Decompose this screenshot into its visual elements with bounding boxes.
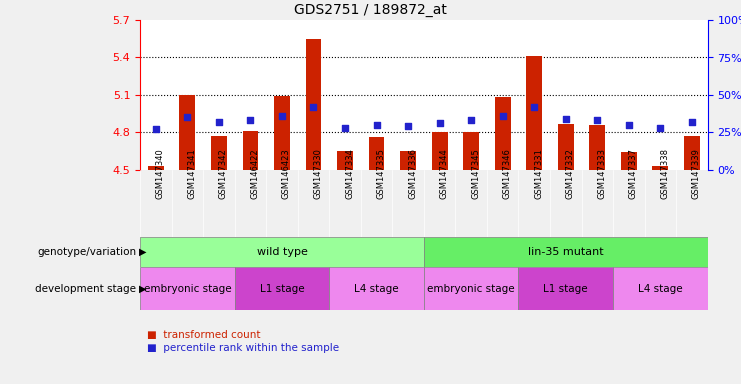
Point [465, 118, 477, 124]
Text: GSM147345: GSM147345 [471, 148, 480, 199]
Text: GSM146422: GSM146422 [250, 148, 259, 199]
Text: GSM147334: GSM147334 [345, 148, 354, 199]
Bar [653, 166, 668, 170]
Text: GSM147338: GSM147338 [660, 148, 669, 199]
Point [686, 119, 698, 125]
Text: L4 stage: L4 stage [354, 283, 399, 293]
Point [591, 118, 603, 124]
Point [245, 118, 256, 124]
Text: ■  transformed count: ■ transformed count [147, 330, 261, 340]
Point [150, 126, 162, 132]
Bar [558, 124, 574, 170]
Text: ▶: ▶ [139, 247, 146, 257]
Bar [369, 137, 385, 170]
Text: GSM147332: GSM147332 [566, 148, 575, 199]
Text: L1 stage: L1 stage [543, 283, 588, 293]
Point [213, 119, 225, 125]
Text: GSM147340: GSM147340 [156, 148, 165, 199]
Point [402, 123, 414, 129]
Text: GSM147339: GSM147339 [692, 148, 701, 199]
Bar [329, 267, 424, 310]
Text: lin-35 mutant: lin-35 mutant [528, 247, 604, 257]
Point [496, 113, 508, 119]
Bar [519, 267, 613, 310]
Bar [424, 237, 708, 267]
Bar [684, 136, 700, 170]
Text: L1 stage: L1 stage [259, 283, 305, 293]
Point [654, 125, 666, 131]
Text: GSM147344: GSM147344 [439, 148, 448, 199]
Bar [148, 166, 164, 170]
Bar [432, 132, 448, 170]
Bar [526, 56, 542, 170]
Text: GSM147330: GSM147330 [313, 148, 322, 199]
Text: GSM147346: GSM147346 [502, 148, 512, 199]
Point [182, 114, 193, 121]
Text: GSM147331: GSM147331 [534, 148, 543, 199]
Text: development stage: development stage [36, 283, 136, 293]
Bar [305, 39, 322, 170]
Point [560, 116, 572, 122]
Text: embryonic stage: embryonic stage [428, 283, 515, 293]
Text: GSM147337: GSM147337 [629, 148, 638, 199]
Text: wild type: wild type [256, 247, 308, 257]
Text: GSM147341: GSM147341 [187, 148, 196, 199]
Text: GSM147333: GSM147333 [597, 148, 606, 199]
Text: L4 stage: L4 stage [638, 283, 682, 293]
Bar [613, 267, 708, 310]
Bar [242, 131, 259, 170]
Text: genotype/variation: genotype/variation [37, 247, 136, 257]
Bar [140, 237, 424, 267]
Text: GSM147335: GSM147335 [376, 148, 385, 199]
Text: GDS2751 / 189872_at: GDS2751 / 189872_at [294, 3, 447, 17]
Bar [274, 96, 290, 170]
Point [370, 122, 382, 128]
Bar [424, 267, 519, 310]
Bar [140, 267, 235, 310]
Text: GSM147342: GSM147342 [219, 148, 228, 199]
Bar [235, 267, 329, 310]
Bar [211, 136, 227, 170]
Bar [463, 132, 479, 170]
Text: ▶: ▶ [139, 283, 146, 293]
Text: embryonic stage: embryonic stage [144, 283, 231, 293]
Bar [621, 152, 637, 170]
Bar [400, 151, 416, 170]
Point [623, 122, 635, 128]
Bar [495, 98, 511, 170]
Text: GSM147336: GSM147336 [408, 148, 417, 199]
Bar [589, 125, 605, 170]
Text: GSM146423: GSM146423 [282, 148, 291, 199]
Text: ■  percentile rank within the sample: ■ percentile rank within the sample [147, 343, 339, 353]
Bar [337, 151, 353, 170]
Bar [179, 95, 195, 170]
Point [433, 121, 445, 127]
Point [339, 125, 351, 131]
Point [308, 104, 319, 110]
Point [276, 113, 288, 119]
Point [528, 104, 540, 110]
